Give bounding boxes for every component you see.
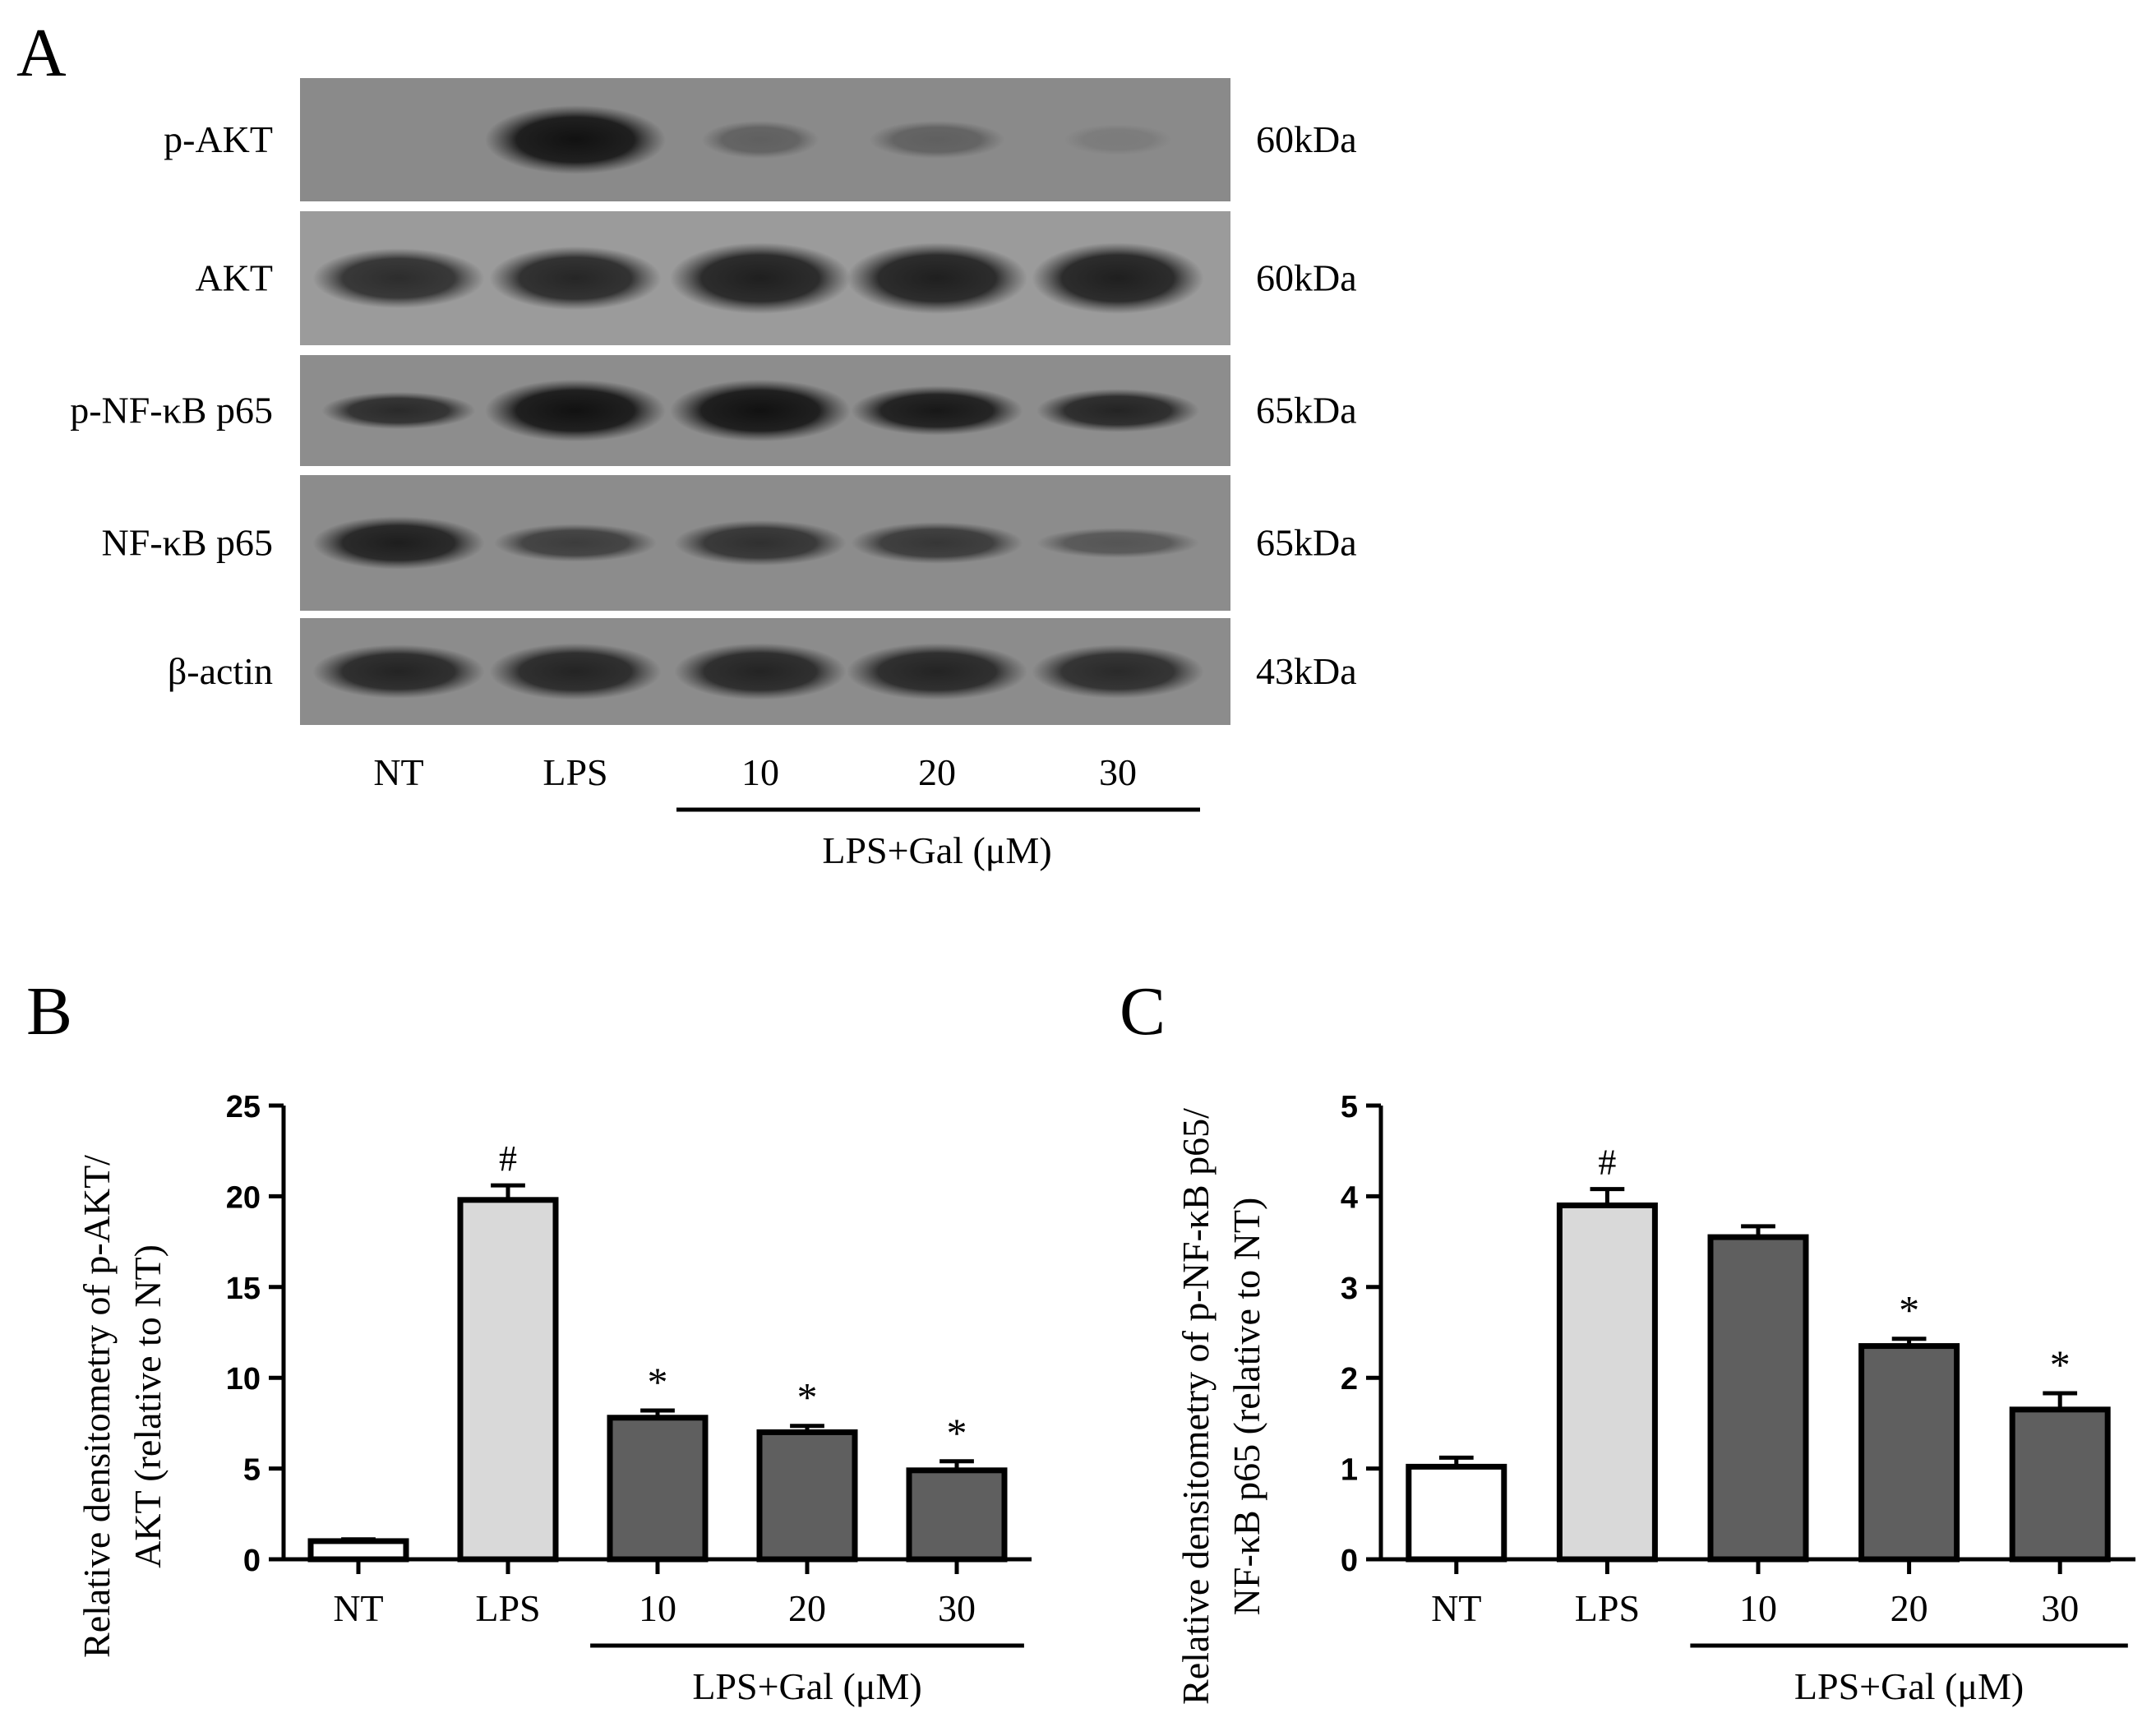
y-axis-label: AKT (relative to NT) <box>127 1244 169 1568</box>
y-axis-label: Relative densitometry of p-NF-κB p65/ <box>1175 1108 1217 1705</box>
blot-size-label: 60kDa <box>1256 118 1357 160</box>
blot-row: AKT 60kDa <box>195 211 1357 345</box>
blot-band <box>312 247 485 309</box>
bar <box>2009 1406 2111 1563</box>
x-tick-label: 10 <box>639 1587 676 1629</box>
y-tick-label: 0 <box>1341 1544 1358 1578</box>
blot-band <box>851 386 1023 436</box>
bar <box>906 1467 1008 1563</box>
bar <box>307 1538 409 1563</box>
blot-band <box>485 105 666 174</box>
bar <box>457 1197 559 1563</box>
blot-row: NF-κB p65 65kDa <box>102 475 1357 611</box>
blot-size-label: 65kDa <box>1256 390 1357 432</box>
x-tick-label: 30 <box>2041 1587 2079 1629</box>
y-tick-label: 2 <box>1341 1362 1358 1397</box>
blot-row: p-NF-κB p65 65kDa <box>70 355 1357 466</box>
significance-mark: # <box>499 1138 517 1179</box>
blot-size-label: 60kDa <box>1256 257 1357 299</box>
blot-band <box>1032 644 1204 699</box>
group-label: LPS+Gal (μM) <box>1794 1665 2024 1707</box>
panel-c-chart: C 0 1 2 3 4 5 NT LPS #10 20 * 30 * LPS+Gal (μM) Relati… <box>1120 973 2135 1707</box>
panel-b-chart: B 0 5 10 15 20 25 NT LPS #10 * 20 * 30 * LPS+Gal (μM) R… <box>26 973 1032 1707</box>
lane-label: NT <box>373 751 423 793</box>
y-tick-label: 5 <box>1341 1090 1358 1124</box>
y-tick-label: 3 <box>1341 1272 1358 1306</box>
lane-label: LPS <box>542 751 607 793</box>
bar <box>607 1415 709 1563</box>
y-tick-label: 15 <box>226 1272 261 1306</box>
bar <box>756 1429 858 1563</box>
x-tick-label: 10 <box>1739 1587 1777 1629</box>
blot-protein-label: p-NF-κB p65 <box>70 390 273 432</box>
blot-band <box>312 644 485 699</box>
y-tick-label: 10 <box>226 1362 261 1397</box>
panel-b-letter: B <box>26 973 72 1050</box>
lane-label: 30 <box>1099 751 1137 793</box>
panel-a-group-label: LPS+Gal (μM) <box>822 829 1051 871</box>
significance-mark: * <box>2050 1341 2071 1387</box>
blot-band <box>489 643 662 700</box>
y-tick-label: 1 <box>1341 1453 1358 1488</box>
y-tick-label: 5 <box>243 1453 261 1488</box>
bar <box>1556 1202 1658 1563</box>
blot-band <box>489 246 662 311</box>
blot-band <box>321 391 476 430</box>
blot-band <box>847 242 1027 314</box>
y-axis-label: NF-κB p65 (relative to NT) <box>1226 1198 1267 1616</box>
x-tick-label: NT <box>333 1587 383 1629</box>
x-tick-label: 20 <box>1891 1587 1928 1629</box>
blot-band <box>1064 124 1172 155</box>
blot-band <box>485 379 666 442</box>
blot-protein-label: NF-κB p65 <box>102 522 273 564</box>
significance-mark: # <box>1598 1143 1616 1183</box>
bar <box>1406 1463 1507 1563</box>
blot-band <box>670 379 851 442</box>
x-tick-label: 30 <box>938 1587 976 1629</box>
blot-band <box>312 516 485 570</box>
panel-c-letter: C <box>1120 973 1166 1050</box>
significance-mark: * <box>1899 1287 1919 1333</box>
blot-band <box>851 522 1023 564</box>
y-axis-label: Relative densitometry of p-AKT/ <box>76 1155 118 1658</box>
blot-size-label: 65kDa <box>1256 522 1357 564</box>
blot-row: p-AKT 60kDa <box>164 78 1357 201</box>
blot-band <box>670 242 851 314</box>
blot-band <box>1036 389 1199 432</box>
blot-band <box>847 643 1027 700</box>
x-tick-label: NT <box>1431 1587 1481 1629</box>
significance-mark: * <box>947 1410 967 1456</box>
blot-protein-label: β-actin <box>168 650 273 692</box>
blot-size-label: 43kDa <box>1256 650 1357 692</box>
blot-band <box>869 120 1005 159</box>
significance-mark: * <box>797 1374 818 1420</box>
blot-row: β-actin 43kDa <box>168 618 1357 725</box>
blot-band <box>674 643 847 700</box>
significance-mark: * <box>648 1359 668 1405</box>
blot-protein-label: p-AKT <box>164 118 273 160</box>
x-tick-label: LPS <box>1575 1587 1640 1629</box>
blot-band <box>674 519 847 566</box>
blot-protein-label: AKT <box>195 257 273 299</box>
group-label: LPS+Gal (μM) <box>692 1665 921 1707</box>
y-tick-label: 20 <box>226 1180 261 1215</box>
lane-label: 10 <box>741 751 779 793</box>
bar <box>1858 1343 1960 1563</box>
panel-a-letter: A <box>16 15 67 91</box>
y-tick-label: 4 <box>1341 1180 1358 1215</box>
blot-band <box>494 524 657 562</box>
y-tick-label: 25 <box>226 1090 261 1124</box>
blot-band <box>1036 528 1199 558</box>
lane-label: 20 <box>918 751 956 793</box>
y-tick-label: 0 <box>243 1544 261 1578</box>
x-tick-label: 20 <box>788 1587 826 1629</box>
x-tick-label: LPS <box>475 1587 540 1629</box>
blot-band <box>1032 242 1204 314</box>
blot-band <box>701 120 819 159</box>
bar <box>1707 1234 1809 1563</box>
